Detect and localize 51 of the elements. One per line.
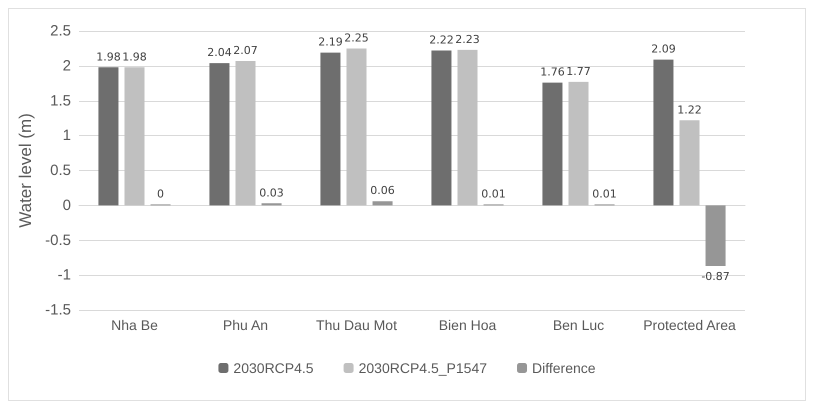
bar bbox=[346, 48, 367, 206]
data-label: 2.09 bbox=[651, 42, 676, 56]
data-label: 1.98 bbox=[122, 50, 147, 64]
bar bbox=[209, 63, 230, 206]
x-tick-label: Nha Be bbox=[111, 317, 158, 333]
y-tick-label: -0.5 bbox=[45, 232, 71, 249]
data-label: 2.07 bbox=[233, 44, 258, 57]
legend-label: 2030RCP4.5 bbox=[233, 360, 314, 376]
x-tick-label: Protected Area bbox=[643, 317, 736, 333]
bar bbox=[372, 201, 393, 206]
x-tick-label: Phu An bbox=[222, 317, 268, 333]
bar bbox=[457, 50, 478, 206]
data-label: 2.04 bbox=[207, 46, 232, 60]
bar bbox=[98, 67, 118, 206]
bar bbox=[431, 50, 452, 206]
bar bbox=[542, 82, 562, 206]
data-label: 0.06 bbox=[370, 184, 395, 198]
y-tick-label: 2.5 bbox=[50, 22, 71, 40]
bar bbox=[679, 120, 700, 206]
data-label: 2.25 bbox=[344, 31, 369, 44]
legend-label: Difference bbox=[532, 360, 596, 376]
x-tick-label: Thu Dau Mot bbox=[316, 317, 398, 333]
bar bbox=[568, 82, 589, 206]
bar bbox=[235, 60, 256, 206]
y-tick-label: 2 bbox=[62, 57, 71, 74]
data-label: 0.01 bbox=[481, 187, 506, 200]
data-label: 0.01 bbox=[592, 187, 617, 200]
legend-label: 2030RCP4.5_P1547 bbox=[358, 360, 488, 376]
data-label: 1.76 bbox=[540, 66, 565, 79]
y-axis-title: Water level (m) bbox=[16, 113, 35, 228]
data-label: 0.03 bbox=[259, 186, 284, 200]
bar bbox=[320, 52, 340, 206]
x-tick-label: Ben Luc bbox=[552, 317, 604, 333]
bar bbox=[124, 67, 145, 206]
data-label: 0 bbox=[157, 187, 164, 200]
data-label: -0.87 bbox=[701, 270, 730, 284]
data-label: 1.22 bbox=[677, 103, 702, 116]
data-label: 1.98 bbox=[96, 50, 121, 64]
y-tick-label: -1.5 bbox=[45, 302, 71, 318]
data-label: 2.23 bbox=[455, 32, 480, 46]
data-label: 2.19 bbox=[318, 36, 343, 49]
data-label: 1.77 bbox=[566, 64, 591, 78]
y-tick-label: 0.5 bbox=[50, 162, 71, 179]
y-tick-label: 1.5 bbox=[50, 92, 71, 110]
y-tick-label: 1 bbox=[62, 127, 71, 144]
data-label: 2.22 bbox=[429, 34, 454, 47]
bar bbox=[653, 60, 674, 206]
y-tick-label: -1 bbox=[58, 266, 71, 284]
x-tick-label: Bien Hoa bbox=[438, 317, 497, 333]
bar bbox=[706, 205, 726, 266]
y-tick-label: 0 bbox=[62, 196, 71, 214]
